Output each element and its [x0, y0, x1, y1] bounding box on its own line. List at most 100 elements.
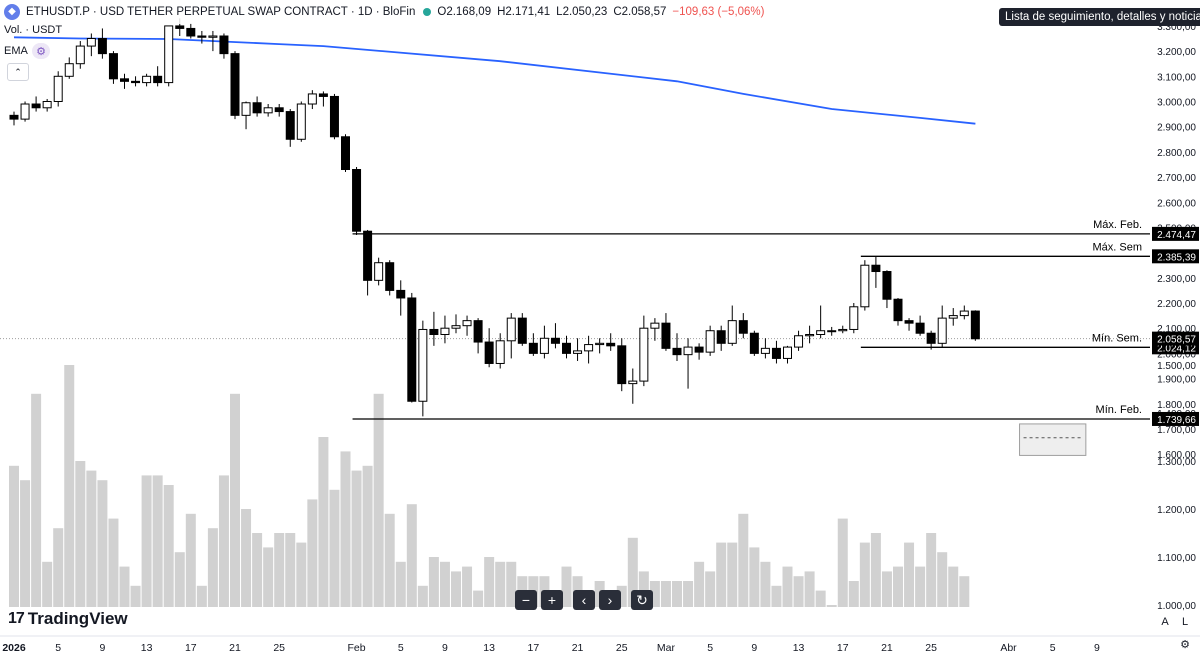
price-tick-label: 2.900,00 — [1157, 123, 1196, 134]
time-tick-label: 17 — [528, 642, 540, 654]
candle — [584, 335, 594, 364]
candle-body — [296, 103, 306, 140]
candle — [75, 41, 85, 69]
candle-body — [31, 103, 41, 109]
volume-bar — [42, 561, 53, 607]
candle-body — [385, 262, 395, 291]
volume-bar — [915, 566, 926, 607]
volume-bar — [285, 533, 296, 607]
volume-bar — [417, 585, 428, 607]
candle-body — [64, 63, 74, 77]
symbol-row[interactable]: ◆ ETHUSDT.P · USD TETHER PERPETUAL SWAP … — [0, 0, 769, 24]
scroll-right-button[interactable]: › — [599, 590, 621, 610]
volume-bar — [948, 566, 959, 607]
candle-body — [849, 306, 859, 330]
candle — [429, 311, 439, 346]
symbol-title[interactable]: ETHUSDT.P · USD TETHER PERPETUAL SWAP CO… — [26, 6, 416, 18]
time-tick-label: 21 — [229, 642, 241, 654]
candle — [31, 96, 41, 112]
candle — [484, 328, 494, 368]
candle — [186, 23, 196, 39]
zoom-out-button[interactable]: − — [515, 590, 537, 610]
candle — [53, 71, 63, 107]
ema-indicator-label[interactable]: EMA — [4, 45, 28, 57]
time-tick-label: 13 — [793, 642, 805, 654]
volume-bar — [307, 499, 318, 607]
candle — [650, 318, 660, 341]
price-tick-label: 1.300,00 — [1157, 457, 1196, 468]
ohlc-close: C2.058,57 — [613, 6, 667, 18]
price-tick-label: 3.200,00 — [1157, 47, 1196, 58]
candle — [396, 280, 406, 316]
volume-bar — [384, 513, 395, 607]
candle-body — [915, 322, 925, 334]
candle-body — [727, 320, 737, 344]
volume-bar — [395, 561, 406, 607]
candle-body — [628, 380, 638, 385]
volume-bar — [462, 566, 473, 607]
watchlist-news-tooltip[interactable]: Lista de seguimiento, detalles y noticia… — [999, 8, 1200, 26]
candle-body — [860, 264, 870, 308]
last-price-tag: 2.058,57 — [1157, 335, 1196, 346]
price-tick-label: 1.700,00 — [1157, 425, 1196, 436]
price-axis-background — [1150, 0, 1200, 657]
candle-body — [175, 25, 185, 29]
volume-bar — [727, 542, 738, 607]
volume-bar — [241, 509, 252, 607]
volume-bar — [793, 576, 804, 607]
level-price-tag-bg — [1152, 411, 1199, 426]
collapse-legend-icon[interactable]: ⌃ — [7, 63, 29, 81]
volume-bar — [174, 552, 185, 607]
chart-settings-icon[interactable]: ⚙ — [1180, 639, 1190, 651]
candle-body — [97, 38, 107, 55]
volume-indicator-label[interactable]: Vol. · USDT — [4, 24, 63, 36]
candle-body — [970, 310, 980, 340]
volume-bar — [196, 585, 207, 607]
candle — [617, 338, 627, 392]
time-tick-label: 9 — [751, 642, 757, 654]
price-axis[interactable]: 1.000,001.100,001.200,001.300,001.400,00… — [1150, 0, 1200, 657]
volume-bar — [904, 542, 915, 607]
candle-body — [771, 347, 781, 359]
candle — [374, 257, 384, 286]
price-tick-label: 1.600,00 — [1157, 450, 1196, 461]
price-tick-label: 2.300,00 — [1157, 274, 1196, 285]
candle — [606, 333, 616, 351]
scroll-left-button[interactable]: ‹ — [573, 590, 595, 610]
log-scale-button[interactable]: L — [1181, 616, 1189, 628]
projection-box — [1019, 423, 1087, 456]
level-price-tag: 1.739,66 — [1157, 415, 1196, 426]
candle — [838, 325, 848, 334]
price-tick-label: 2.800,00 — [1157, 148, 1196, 159]
volume-bar — [439, 561, 450, 607]
volume-bar — [97, 480, 108, 607]
candle-body — [694, 346, 704, 353]
price-tick-label: 2.600,00 — [1157, 198, 1196, 209]
volume-bar — [119, 566, 130, 607]
candle — [142, 73, 152, 87]
price-tick-label: 2.700,00 — [1157, 173, 1196, 184]
indicator-settings-icon[interactable]: ⚙ — [32, 43, 50, 59]
ema-line — [13, 36, 976, 125]
volume-bar — [141, 475, 152, 607]
level-label: Máx. Feb. — [1093, 219, 1142, 231]
candle — [805, 325, 815, 344]
candle — [926, 330, 936, 350]
candle-body — [153, 75, 163, 84]
candle-body — [440, 327, 450, 335]
reset-chart-button[interactable]: ↻ — [631, 590, 653, 610]
time-axis[interactable]: 2026 5 9 13 17 21 25 Feb 5 9 13 17 21 25 Mar 5 9 13 17 21 25… — [0, 635, 1200, 654]
time-tick-label: 21 — [572, 642, 584, 654]
candle-body — [108, 53, 118, 80]
ohlc-low: L2.050,23 — [556, 6, 608, 18]
candle-body — [606, 342, 616, 347]
candle-body — [794, 335, 804, 348]
candle — [9, 111, 19, 126]
tradingview-logo[interactable]: 17 TradingView — [8, 609, 128, 629]
zoom-in-button[interactable]: + — [541, 590, 563, 610]
time-tick-label: Mar — [657, 642, 676, 654]
auto-scale-button[interactable]: A — [1161, 616, 1169, 628]
time-tick-label: Abr — [1000, 642, 1017, 654]
candle — [849, 303, 859, 334]
